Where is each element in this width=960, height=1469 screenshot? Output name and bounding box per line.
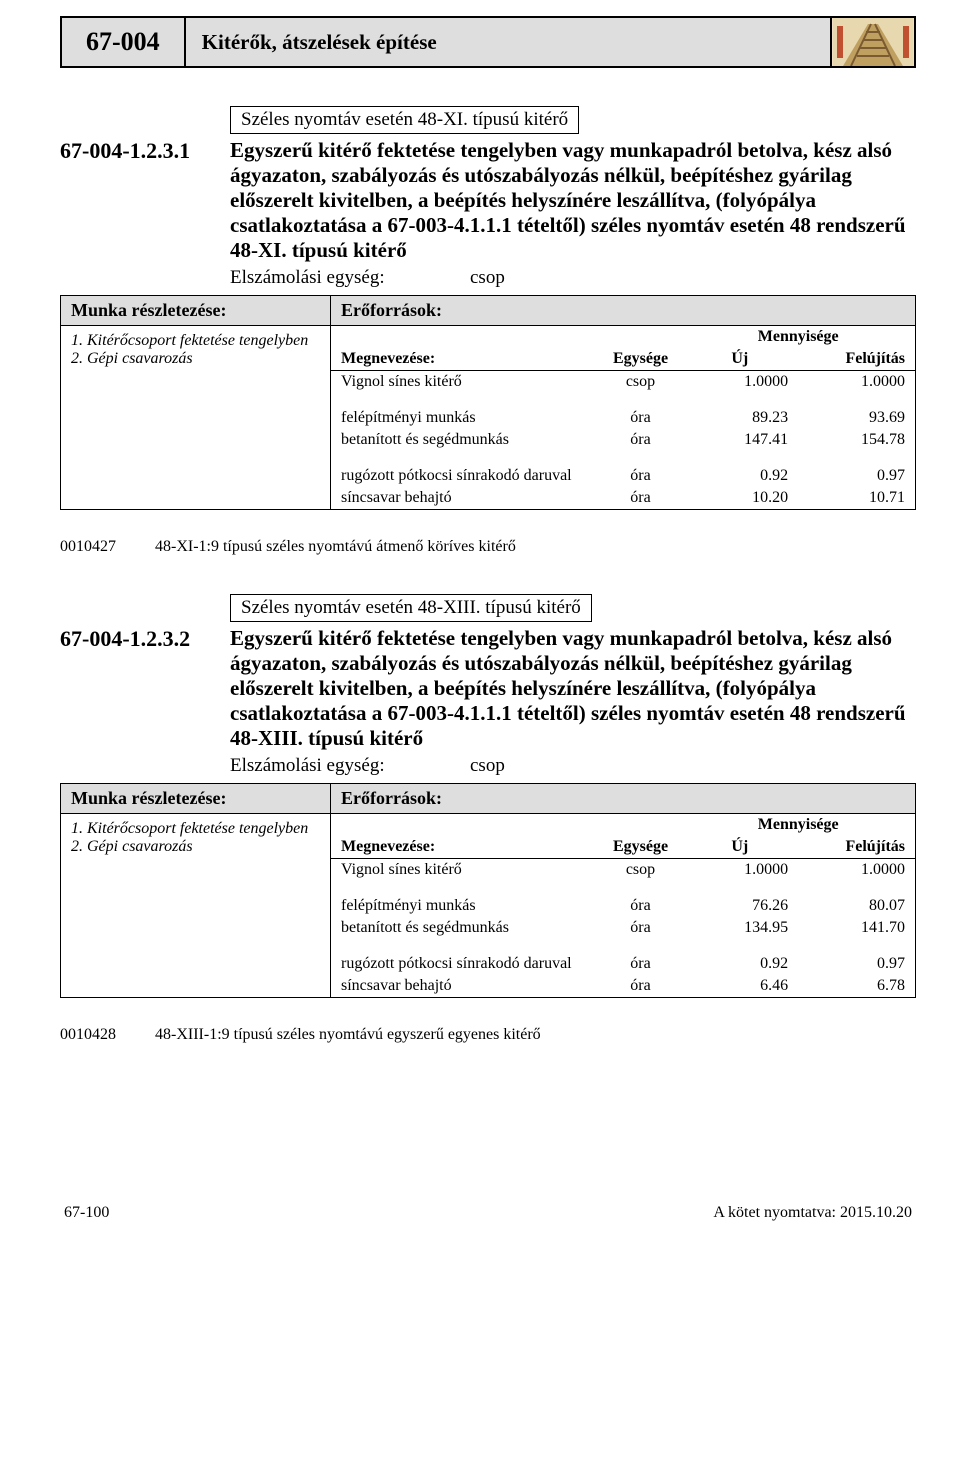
resource-unit: óra xyxy=(600,429,682,451)
resource-name: felépítményi munkás xyxy=(331,407,600,429)
resource-new: 89.23 xyxy=(681,407,798,429)
resource-name: síncsavar behajtó xyxy=(331,487,600,509)
resource-new: 6.46 xyxy=(681,975,798,997)
resource-row: betanított és segédmunkásóra147.41154.78 xyxy=(331,429,915,451)
resource-new: 1.0000 xyxy=(681,371,798,394)
unit-value: csop xyxy=(470,755,505,776)
resource-renew: 1.0000 xyxy=(798,859,915,882)
resource-row: felépítményi munkásóra89.2393.69 xyxy=(331,407,915,429)
resource-renew: 0.97 xyxy=(798,465,915,487)
sub-item-code: 0010428 xyxy=(60,1026,155,1044)
page: 67-004 Kitérők, átszelések építése Széle… xyxy=(0,0,960,1246)
resource-unit: csop xyxy=(600,371,682,394)
resource-row: Vignol sínes kitérőcsop1.00001.0000 xyxy=(331,371,915,394)
resource-row: rugózott pótkocsi sínrakodó daruvalóra0.… xyxy=(331,953,915,975)
resources-cell: MennyiségeMegnevezése:EgységeÚjFelújítás… xyxy=(331,326,916,510)
resource-new: 134.95 xyxy=(681,917,798,939)
resource-unit: óra xyxy=(600,465,682,487)
unit-label: Elszámolási egység: xyxy=(230,755,470,777)
resource-new: 76.26 xyxy=(681,895,798,917)
resource-name: Vignol sínes kitérő xyxy=(331,859,600,882)
footer-left: 67-100 xyxy=(64,1204,109,1222)
item-row: 67-004-1.2.3.1Egyszerű kitérő fektetése … xyxy=(60,138,916,263)
resources-header: Erőforrások: xyxy=(331,784,916,814)
resource-row: Vignol sínes kitérőcsop1.00001.0000 xyxy=(331,859,915,882)
sections-container: Széles nyomtáv esetén 48-XI. típusú kité… xyxy=(60,106,916,1044)
resource-new: 147.41 xyxy=(681,429,798,451)
work-detail-header: Munka részletezése: xyxy=(61,296,331,326)
resource-renew: 93.69 xyxy=(798,407,915,429)
resource-unit: óra xyxy=(600,917,682,939)
sub-item-text: 48-XIII-1:9 típusú széles nyomtávú egysz… xyxy=(155,1026,541,1043)
resource-renew: 6.78 xyxy=(798,975,915,997)
resource-renew: 0.97 xyxy=(798,953,915,975)
header-icon xyxy=(832,16,916,68)
resource-row: síncsavar behajtóóra10.2010.71 xyxy=(331,487,915,509)
detail-table: Munka részletezése:Erőforrások:1. Kitérő… xyxy=(60,295,916,510)
resource-new: 0.92 xyxy=(681,953,798,975)
item-description: Egyszerű kitérő fektetése tengelyben vag… xyxy=(230,138,916,263)
work-detail-item: 1. Kitérőcsoport fektetése tengelyben xyxy=(71,820,320,838)
resource-name: felépítményi munkás xyxy=(331,895,600,917)
resources-table: MennyiségeMegnevezése:EgységeÚjFelújítás… xyxy=(331,326,915,509)
unit-row: Elszámolási egység:csop xyxy=(230,263,916,295)
page-header: 67-004 Kitérők, átszelések építése xyxy=(60,16,916,68)
work-detail-list: 1. Kitérőcsoport fektetése tengelyben2. … xyxy=(61,814,331,998)
resource-unit: óra xyxy=(600,953,682,975)
railway-icon xyxy=(833,18,913,66)
item-row: 67-004-1.2.3.2Egyszerű kitérő fektetése … xyxy=(60,626,916,751)
work-detail-list: 1. Kitérőcsoport fektetése tengelyben2. … xyxy=(61,326,331,510)
variant-label: Széles nyomtáv esetén 48-XIII. típusú ki… xyxy=(230,594,592,622)
resource-new: 10.20 xyxy=(681,487,798,509)
item-description: Egyszerű kitérő fektetése tengelyben vag… xyxy=(230,626,916,751)
resource-renew: 141.70 xyxy=(798,917,915,939)
page-footer: 67-100 A kötet nyomtatva: 2015.10.20 xyxy=(60,1204,916,1222)
section-block: Széles nyomtáv esetén 48-XIII. típusú ki… xyxy=(60,594,916,1044)
resource-renew: 1.0000 xyxy=(798,371,915,394)
detail-table: Munka részletezése:Erőforrások:1. Kitérő… xyxy=(60,783,916,998)
resource-name: rugózott pótkocsi sínrakodó daruval xyxy=(331,953,600,975)
resource-row: felépítményi munkásóra76.2680.07 xyxy=(331,895,915,917)
resource-name: síncsavar behajtó xyxy=(331,975,600,997)
resource-unit: óra xyxy=(600,407,682,429)
resource-row: betanított és segédmunkásóra134.95141.70 xyxy=(331,917,915,939)
resource-name: Vignol sínes kitérő xyxy=(331,371,600,394)
sub-item-line: 001042848-XIII-1:9 típusú széles nyomtáv… xyxy=(60,1026,916,1044)
header-title: Kitérők, átszelések építése xyxy=(186,16,832,68)
resources-table: MennyiségeMegnevezése:EgységeÚjFelújítás… xyxy=(331,814,915,997)
resource-unit: óra xyxy=(600,487,682,509)
resource-row: rugózott pótkocsi sínrakodó daruvalóra0.… xyxy=(331,465,915,487)
item-code: 67-004-1.2.3.1 xyxy=(60,138,230,164)
resources-header: Erőforrások: xyxy=(331,296,916,326)
work-detail-item: 2. Gépi csavarozás xyxy=(71,350,320,368)
work-detail-item: 2. Gépi csavarozás xyxy=(71,838,320,856)
work-detail-header: Munka részletezése: xyxy=(61,784,331,814)
unit-row: Elszámolási egység:csop xyxy=(230,751,916,783)
resource-unit: óra xyxy=(600,895,682,917)
resources-cell: MennyiségeMegnevezése:EgységeÚjFelújítás… xyxy=(331,814,916,998)
unit-label: Elszámolási egység: xyxy=(230,267,470,289)
header-code: 67-004 xyxy=(60,16,186,68)
sub-item-text: 48-XI-1:9 típusú széles nyomtávú átmenő … xyxy=(155,538,516,555)
footer-right: A kötet nyomtatva: 2015.10.20 xyxy=(713,1204,912,1222)
resource-unit: óra xyxy=(600,975,682,997)
resource-new: 0.92 xyxy=(681,465,798,487)
sub-item-code: 0010427 xyxy=(60,538,155,556)
variant-label: Széles nyomtáv esetén 48-XI. típusú kité… xyxy=(230,106,579,134)
resource-renew: 154.78 xyxy=(798,429,915,451)
resource-row: síncsavar behajtóóra6.466.78 xyxy=(331,975,915,997)
resource-new: 1.0000 xyxy=(681,859,798,882)
resource-name: betanított és segédmunkás xyxy=(331,917,600,939)
unit-value: csop xyxy=(470,267,505,288)
resource-name: betanított és segédmunkás xyxy=(331,429,600,451)
work-detail-item: 1. Kitérőcsoport fektetése tengelyben xyxy=(71,332,320,350)
item-code: 67-004-1.2.3.2 xyxy=(60,626,230,652)
resource-name: rugózott pótkocsi sínrakodó daruval xyxy=(331,465,600,487)
resource-renew: 10.71 xyxy=(798,487,915,509)
section-block: Széles nyomtáv esetén 48-XI. típusú kité… xyxy=(60,106,916,556)
sub-item-line: 001042748-XI-1:9 típusú széles nyomtávú … xyxy=(60,538,916,556)
resource-renew: 80.07 xyxy=(798,895,915,917)
resource-unit: csop xyxy=(600,859,682,882)
